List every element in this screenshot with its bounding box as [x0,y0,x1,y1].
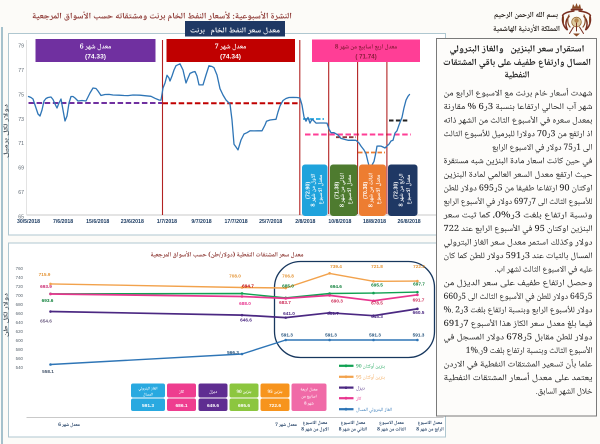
svg-text:71: 71 [18,141,24,147]
svg-text:65: 65 [18,214,24,220]
svg-text:695.6: 695.6 [238,403,250,409]
svg-text:15/6/2018: 15/6/2018 [86,219,109,225]
svg-text:26/8/2018: 26/8/2018 [398,219,421,225]
svg-text:660: 660 [16,311,24,316]
svg-text:694.7: 694.7 [242,284,254,289]
svg-text:79: 79 [18,44,24,50]
svg-text:73: 73 [18,117,24,123]
svg-text:566.3: 566.3 [227,350,239,355]
svg-text:640: 640 [16,320,24,325]
svg-text:740: 740 [16,275,24,280]
svg-text:67: 67 [18,190,24,196]
svg-text:680: 680 [16,302,24,307]
svg-text:683.7: 683.7 [279,300,291,305]
svg-text:620: 620 [16,329,24,334]
svg-text:591.3: 591.3 [325,333,337,338]
svg-text:686.1: 686.1 [175,403,187,409]
svg-text:(71.38): (71.38) [334,182,340,199]
svg-text:760: 760 [16,266,24,271]
svg-text:558.1: 558.1 [42,369,54,374]
svg-text:641.0: 641.0 [283,311,295,316]
svg-text:715.9: 715.9 [39,272,51,277]
svg-text:591.3: 591.3 [281,333,293,338]
svg-text:722.6: 722.6 [269,403,281,409]
svg-text:600: 600 [16,338,24,343]
svg-text:739.4: 739.4 [330,264,342,269]
svg-text:720: 720 [16,284,24,289]
svg-text:708.0: 708.0 [229,274,241,279]
svg-text:697.7: 697.7 [413,282,425,287]
svg-text:685.0: 685.0 [282,284,294,289]
svg-text:690.3: 690.3 [331,299,343,304]
svg-text:77: 77 [18,68,24,74]
svg-text:540: 540 [16,365,24,370]
svg-text:10/8/2018: 10/8/2018 [328,219,351,225]
svg-text:2/8/2018: 2/8/2018 [295,219,315,225]
svg-text:591.3: 591.3 [369,333,381,338]
svg-text:( 71.74): ( 71.74) [355,54,376,61]
svg-text:1/7/2018: 1/7/2018 [157,219,177,225]
svg-text:9/7/2018: 9/7/2018 [191,219,211,225]
svg-text:695.5: 695.5 [371,283,383,288]
svg-text:591.3: 591.3 [413,333,425,338]
svg-text:693.9: 693.9 [40,284,52,289]
svg-text:580: 580 [16,347,24,352]
svg-text:691.7: 691.7 [413,298,425,303]
svg-text:560: 560 [16,356,24,361]
svg-text:25/7/2018: 25/7/2018 [259,219,282,225]
svg-text:660.5: 660.5 [413,310,425,315]
svg-text:591.3: 591.3 [142,403,154,409]
svg-text:645.3: 645.3 [371,314,383,319]
svg-text:17/7/2018: 17/7/2018 [225,219,248,225]
svg-text:69: 69 [18,166,24,172]
svg-text:700: 700 [16,293,24,298]
svg-text:651.7: 651.7 [327,311,339,316]
svg-text:(74.34): (74.34) [220,54,241,61]
svg-text:(72.30): (72.30) [393,182,399,199]
svg-text:693.6: 693.6 [42,298,54,303]
svg-text:654.6: 654.6 [40,319,52,324]
svg-text:(72.90): (72.90) [305,182,311,199]
svg-text:646.6: 646.6 [240,318,252,323]
svg-text:(74.33): (74.33) [85,54,106,61]
svg-text:649.6: 649.6 [207,403,219,409]
svg-text:(70.38): (70.38) [363,182,369,199]
svg-text:678.5: 678.5 [371,301,383,306]
svg-text:23/6/2018: 23/6/2018 [121,219,144,225]
svg-text:722.2: 722.2 [413,264,425,269]
svg-text:694.6: 694.6 [330,284,342,289]
svg-text:30/5/2018: 30/5/2018 [17,219,40,225]
svg-text:688.0: 688.0 [239,301,251,306]
svg-text:721.8: 721.8 [371,264,383,269]
svg-text:18/8/2018: 18/8/2018 [363,219,386,225]
svg-text:706.8: 706.8 [282,274,294,279]
svg-text:75: 75 [18,92,24,98]
svg-text:7/6/2018: 7/6/2018 [53,219,73,225]
